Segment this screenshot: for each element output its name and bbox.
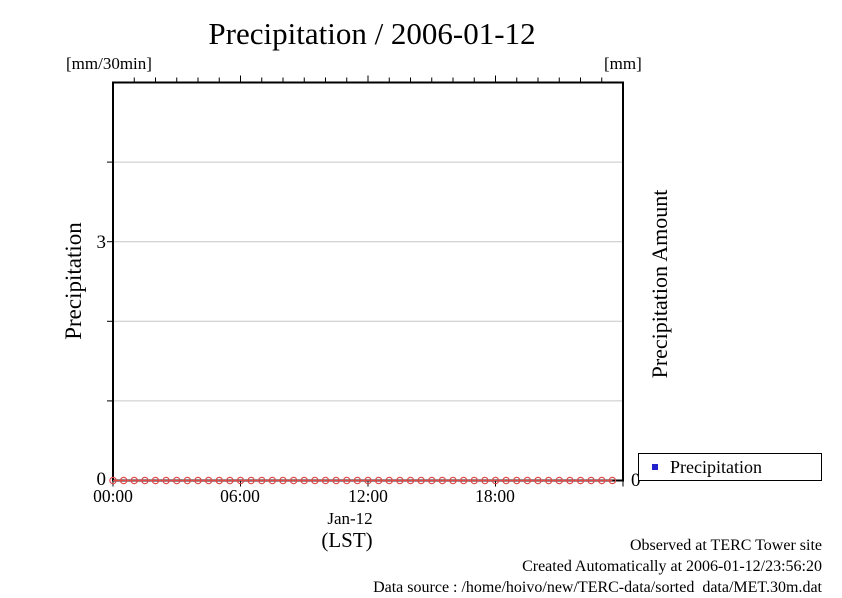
data-point <box>608 476 617 485</box>
data-point <box>374 476 383 485</box>
left-axis-tick-3: 3 <box>96 232 107 253</box>
data-point <box>555 476 564 485</box>
footer-created-at: Created Automatically at 2006-01-12/23:5… <box>522 558 822 575</box>
data-point <box>141 476 149 485</box>
data-point <box>353 476 362 485</box>
data-point <box>427 476 436 485</box>
x-tick-0600: 06:00 <box>220 486 260 506</box>
data-point <box>438 476 447 485</box>
left-axis-tick-0: 0 <box>96 469 107 490</box>
data-point <box>119 476 128 485</box>
data-point <box>342 476 351 485</box>
data-point <box>597 476 606 485</box>
data-point <box>279 476 287 485</box>
legend-box: Precipitation <box>638 453 822 481</box>
data-point <box>449 476 457 485</box>
data-point <box>576 476 585 485</box>
data-point <box>151 476 160 485</box>
data-point <box>385 476 394 485</box>
legend-marker-square-icon <box>652 464 658 470</box>
left-axis-label: Precipitation <box>61 222 86 340</box>
footer-data-source: Data source : /home/hoivo/new/TERC-data/… <box>373 579 822 596</box>
right-axis-tick-0: 0 <box>631 470 641 491</box>
data-point <box>183 476 192 485</box>
data-point <box>587 476 595 485</box>
x-tick-1200: 12:00 <box>348 486 388 506</box>
data-point <box>289 476 298 485</box>
data-point <box>194 476 202 485</box>
data-point <box>321 476 330 485</box>
x-tick-0000: 00:00 <box>93 486 133 506</box>
data-point <box>470 476 479 485</box>
data-point <box>364 476 372 485</box>
data-point <box>172 476 181 485</box>
data-point <box>534 476 542 485</box>
data-point <box>215 476 224 485</box>
data-point <box>226 476 234 485</box>
x-axis-date-label: Jan-12 <box>327 509 373 528</box>
data-point <box>332 476 340 485</box>
data-point <box>523 476 532 485</box>
data-point <box>512 476 521 485</box>
data-point <box>459 476 468 485</box>
footer-credits: Observed at TERC Tower site Created Auto… <box>373 535 822 598</box>
data-point <box>109 476 117 485</box>
data-point <box>162 476 170 485</box>
left-axis-unit: [mm/30min] <box>66 54 152 73</box>
data-point <box>257 476 266 485</box>
right-axis-unit: [mm] <box>604 54 642 73</box>
data-point <box>544 476 553 485</box>
x-tick-1800: 18:00 <box>475 486 515 506</box>
data-point <box>396 476 404 485</box>
data-point <box>417 476 425 485</box>
data-point <box>204 476 213 485</box>
data-point <box>247 476 255 485</box>
data-point <box>491 476 500 485</box>
data-point <box>566 476 574 485</box>
x-axis-timezone-label: (LST) <box>321 528 373 552</box>
data-point <box>236 476 245 485</box>
data-point <box>300 476 309 485</box>
plot-frame <box>112 81 624 482</box>
data-point <box>268 476 277 485</box>
data-point <box>130 476 139 485</box>
data-point <box>481 476 489 485</box>
data-point <box>502 476 510 485</box>
footer-observed-at: Observed at TERC Tower site <box>629 537 822 554</box>
data-point <box>406 476 415 485</box>
data-point <box>311 476 319 485</box>
right-axis-label: Precipitation Amount <box>647 189 672 379</box>
legend-item-label: Precipitation <box>670 456 762 477</box>
chart-title: Precipitation / 2006-01-12 <box>208 16 536 51</box>
